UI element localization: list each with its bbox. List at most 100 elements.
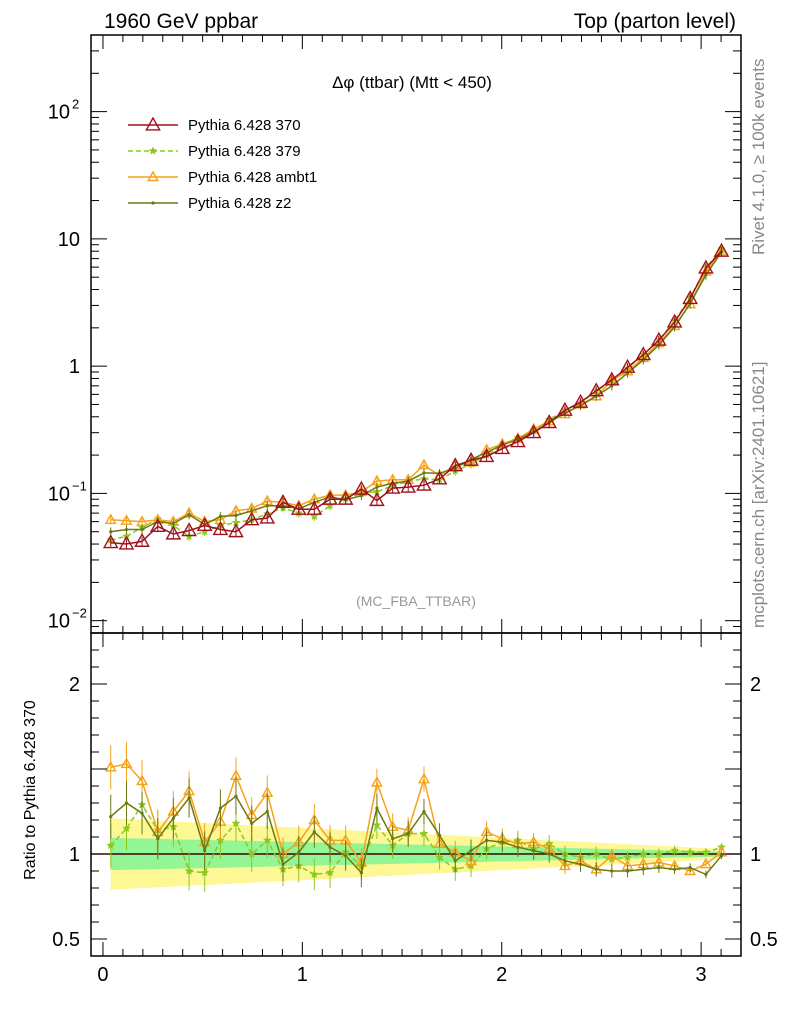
series-line bbox=[110, 250, 723, 523]
ratio-point bbox=[465, 854, 477, 865]
data-point bbox=[243, 511, 260, 526]
ratio-point bbox=[328, 845, 332, 849]
ratio-point bbox=[685, 847, 695, 857]
ratio-panel-series bbox=[91, 742, 741, 892]
legend-label: Pythia 6.428 379 bbox=[188, 143, 301, 160]
data-point bbox=[603, 371, 620, 386]
data-point bbox=[572, 393, 589, 408]
data-point bbox=[259, 509, 276, 524]
ratio-point bbox=[699, 857, 712, 869]
ratio-point bbox=[359, 871, 363, 875]
ratio-point bbox=[344, 854, 348, 858]
ratio-point bbox=[203, 849, 207, 853]
ratio-point bbox=[297, 850, 301, 854]
ratio-point bbox=[370, 776, 383, 787]
data-point bbox=[171, 521, 175, 526]
ratio-point bbox=[372, 820, 382, 829]
ratio-y-tick-label-left: 0.5 bbox=[52, 929, 80, 951]
data-point bbox=[431, 470, 448, 485]
ratio-point bbox=[375, 806, 379, 810]
series-pythia-6-428-379 bbox=[106, 244, 726, 545]
data-point bbox=[447, 457, 464, 472]
y-tick-exponent: −2 bbox=[72, 606, 87, 621]
data-point bbox=[463, 451, 479, 466]
data-point bbox=[359, 494, 363, 498]
ratio-point bbox=[532, 849, 536, 853]
ratio-y-tick-label-left: 1 bbox=[69, 844, 80, 866]
data-point bbox=[416, 476, 432, 491]
legend-marker bbox=[145, 116, 161, 131]
legend-label: Pythia 6.428 z2 bbox=[188, 195, 291, 212]
series-pythia-6-428-z2 bbox=[109, 247, 724, 537]
x-tick-label: 0 bbox=[97, 964, 108, 986]
ratio-point bbox=[701, 847, 711, 857]
data-point bbox=[309, 511, 319, 521]
ratio-y-axis-label: Ratio to Pythia 6.428 370 bbox=[22, 700, 39, 880]
ratio-point bbox=[435, 852, 444, 862]
data-point bbox=[228, 523, 244, 538]
ratio-point bbox=[122, 823, 131, 833]
ratio-point bbox=[419, 828, 429, 838]
ratio-point bbox=[124, 801, 129, 805]
ratio-point bbox=[250, 821, 254, 826]
ratio-point bbox=[171, 816, 175, 820]
y-tick-label: 10 bbox=[48, 611, 70, 633]
data-point bbox=[187, 513, 191, 517]
data-point bbox=[525, 424, 542, 439]
series-line bbox=[110, 250, 723, 545]
ratio-point bbox=[684, 864, 697, 876]
data-point bbox=[234, 513, 238, 518]
data-point bbox=[196, 517, 213, 532]
legend-marker bbox=[148, 146, 158, 155]
ratio-point bbox=[594, 867, 598, 871]
ratio-y-tick-label-right: 2 bbox=[750, 674, 761, 696]
legend-marker bbox=[151, 201, 155, 205]
ratio-point bbox=[484, 838, 489, 843]
data-point bbox=[494, 440, 511, 455]
ratio-y-tick-label-left: 2 bbox=[69, 674, 80, 696]
series-line bbox=[110, 248, 723, 541]
ratio-point bbox=[469, 849, 473, 853]
ratio-point bbox=[231, 818, 241, 828]
legend-label: Pythia 6.428 370 bbox=[188, 117, 301, 134]
ratio-point bbox=[625, 869, 630, 873]
data-point bbox=[619, 358, 636, 373]
ratio-point bbox=[654, 849, 664, 858]
data-point bbox=[212, 521, 229, 536]
data-point bbox=[136, 515, 148, 526]
data-point bbox=[422, 471, 426, 475]
data-point bbox=[181, 522, 197, 537]
ratio-point bbox=[563, 859, 567, 863]
ratio-point bbox=[200, 868, 210, 877]
data-point bbox=[558, 407, 571, 419]
data-point bbox=[541, 414, 558, 429]
data-point bbox=[384, 479, 401, 494]
data-point bbox=[322, 490, 338, 505]
ratio-point bbox=[156, 837, 160, 841]
data-point bbox=[104, 513, 117, 525]
data-point bbox=[353, 480, 370, 495]
ratio-point bbox=[422, 809, 426, 814]
analysis-tag: (MC_FBA_TTBAR) bbox=[356, 593, 476, 609]
data-point bbox=[290, 500, 307, 515]
data-point bbox=[102, 534, 119, 549]
ratio-point bbox=[453, 859, 457, 863]
ratio-point bbox=[140, 811, 144, 815]
data-point bbox=[666, 313, 683, 328]
ratio-point bbox=[312, 830, 316, 834]
ratio-point bbox=[234, 794, 238, 798]
x-tick-label: 2 bbox=[496, 964, 507, 986]
data-point bbox=[165, 525, 182, 540]
ratio-point bbox=[623, 852, 633, 862]
data-point bbox=[265, 504, 269, 508]
ratio-point bbox=[262, 835, 272, 845]
ratio-point bbox=[704, 872, 708, 877]
data-point bbox=[124, 527, 129, 532]
main-panel-series bbox=[102, 242, 730, 550]
ratio-pythia-6-428-z2 bbox=[109, 777, 724, 888]
ratio-point bbox=[309, 869, 319, 879]
data-point bbox=[140, 527, 144, 532]
series-line bbox=[110, 251, 723, 533]
